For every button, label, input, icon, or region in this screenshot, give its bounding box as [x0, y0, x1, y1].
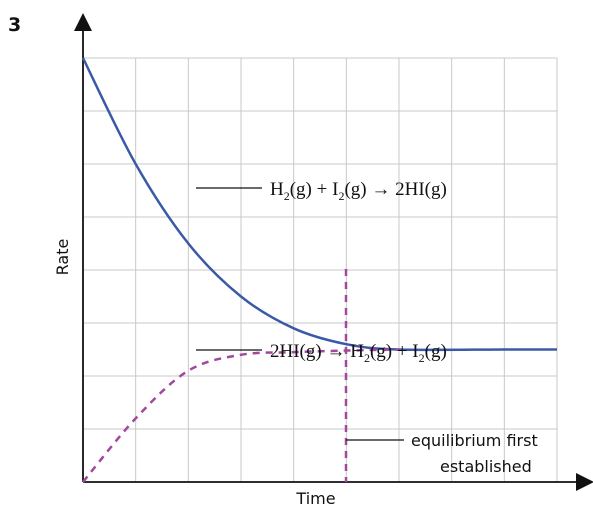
- reverse-reaction-label: 2HI(g) → H2(g) + I2(g): [270, 341, 447, 365]
- x-axis-label: Time: [295, 489, 335, 508]
- forward-reaction-curve: [81, 57, 557, 352]
- question-number: 3: [8, 14, 22, 36]
- equilibrium-label-line2: established: [440, 457, 532, 476]
- forward-reaction-label: H2(g) + I2(g) → 2HI(g): [270, 179, 447, 203]
- grid: [83, 57, 558, 482]
- equilibrium-label-line1: equilibrium first: [411, 431, 538, 450]
- y-axis-label: Rate: [53, 239, 72, 276]
